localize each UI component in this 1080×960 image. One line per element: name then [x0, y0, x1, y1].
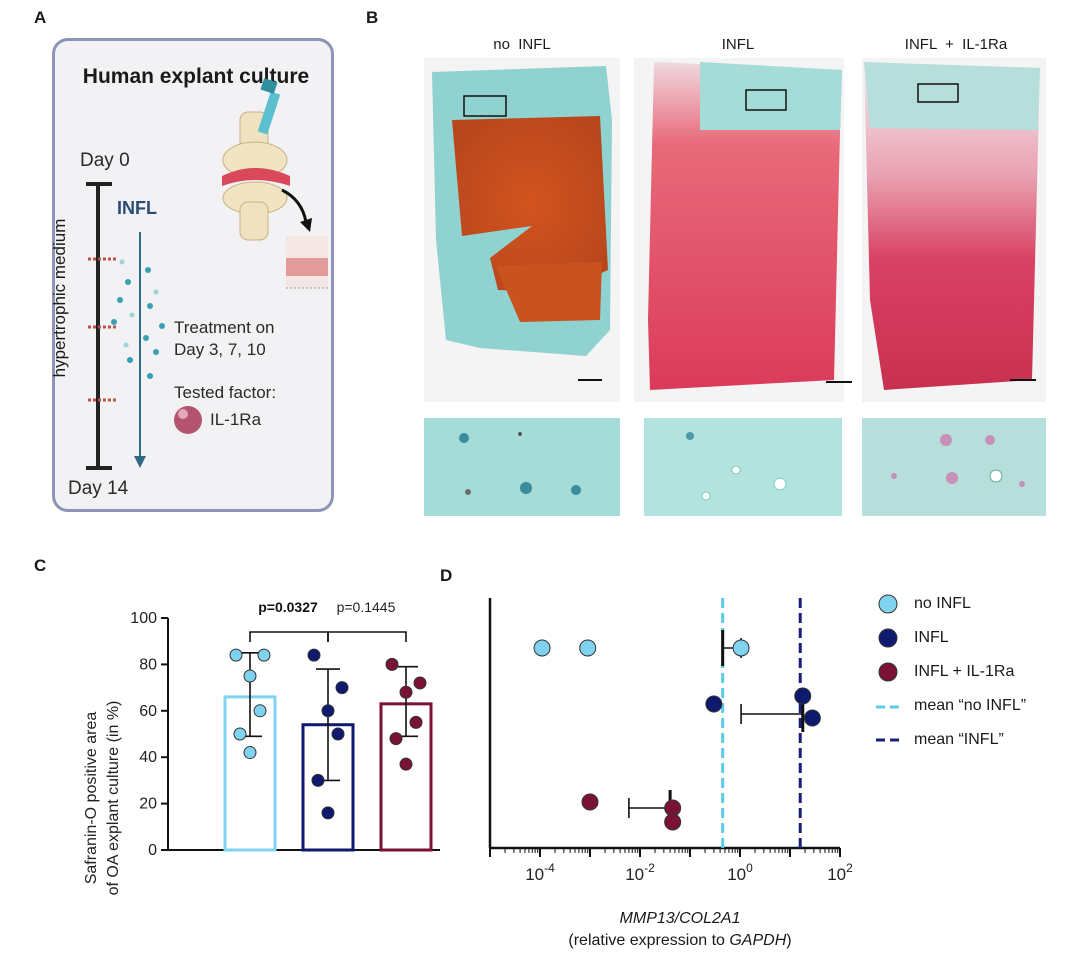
day14-label: Day 14: [68, 478, 129, 499]
c-ytick-label: 80: [139, 656, 157, 673]
scatter-chart-mmp13: 10-4 10-2 100 102: [488, 598, 853, 884]
legend-label-mean-no-infl: mean “no INFL”: [914, 697, 1027, 714]
knee-joint-icon: [222, 111, 290, 241]
c-data-point: [321, 806, 335, 820]
c-data-point: [413, 676, 427, 690]
legend-label-infl: INFL: [914, 629, 949, 646]
infl-label: INFL: [117, 198, 157, 218]
histology-infl: [634, 58, 852, 402]
c-data-point: [399, 757, 413, 771]
d-xtick-label: 102: [827, 861, 853, 884]
c-data-point: [335, 681, 349, 695]
d-xtick-label: 10-2: [625, 861, 655, 884]
c-data-point: [399, 685, 413, 699]
zoom-inset-infl-il1ra: [862, 418, 1046, 516]
c-sig-bracket-1: [249, 631, 329, 642]
tested-factor-label: Tested factor:: [174, 383, 277, 402]
d-data-point: [794, 687, 812, 705]
zoom-inset-no-infl: [424, 418, 620, 516]
c-ytick-label: 100: [130, 610, 157, 627]
d-data-point: [732, 639, 750, 657]
inset-box: [917, 83, 959, 103]
inset-box: [745, 89, 787, 111]
c-data-point: [257, 648, 271, 662]
panel-label-c: C: [34, 556, 47, 575]
c-sig-bracket-2: [327, 631, 407, 642]
day0-label: Day 0: [80, 150, 130, 171]
treatment-line2: Day 3, 7, 10: [174, 340, 266, 359]
c-pvalue-1: p=0.0327: [258, 599, 318, 615]
c-ytick-label: 40: [139, 749, 157, 766]
c-data-point: [311, 773, 325, 787]
d-data-point: [533, 639, 551, 657]
explant-culture-title: Human explant culture: [82, 65, 310, 88]
legend-marker-infl: [878, 628, 898, 648]
c-data-point: [243, 746, 257, 760]
c-data-point: [233, 727, 247, 741]
legend-marker-infl-il1ra: [878, 662, 898, 682]
d-data-point: [579, 639, 597, 657]
legend-label-no-infl: no INFL: [914, 595, 971, 612]
factor-name-label: IL-1Ra: [210, 410, 262, 429]
legend-d-markers: [876, 594, 902, 742]
column-title-no-infl: no INFL: [493, 36, 551, 53]
histology-images: [424, 58, 1046, 516]
c-pvalue-2: p=0.1445: [337, 599, 396, 615]
c-ytick-label: 60: [139, 703, 157, 720]
c-ytick-label: 0: [148, 842, 157, 859]
tissue-sample-icon: [286, 236, 328, 289]
c-ylabel-line2: of OA explant culture (in %): [105, 701, 122, 896]
c-data-point: [229, 648, 243, 662]
column-title-infl-il1ra: INFL + IL-1Ra: [904, 36, 1008, 53]
histology-no-infl: [424, 58, 620, 402]
c-ylabel-line1: Safranin-O positive area: [83, 712, 100, 885]
curved-arrow-icon: [281, 188, 308, 223]
inset-box: [463, 95, 507, 117]
legend-label-mean-infl: mean “INFL”: [914, 731, 1004, 748]
treatment-line1: Treatment on: [174, 318, 275, 337]
c-data-point: [253, 704, 267, 718]
legend-label-infl-il1ra: INFL + IL-1Ra: [914, 663, 1015, 680]
c-data-point: [243, 669, 257, 683]
cytokine-dots: [111, 259, 165, 379]
d-xlabel-line1: MMP13/COL2A1: [619, 910, 741, 927]
d-xtick-label: 10-4: [525, 861, 555, 884]
d-xtick-label: 100: [727, 861, 753, 884]
panel-label-b: B: [366, 8, 379, 27]
infl-arrow-head: [134, 456, 146, 468]
c-data-point: [385, 657, 399, 671]
c-data-point: [307, 648, 321, 662]
c-ytick-label: 20: [139, 796, 157, 813]
zoom-inset-infl: [644, 418, 842, 516]
d-data-point: [664, 813, 682, 831]
panel-label-d: D: [440, 566, 453, 585]
syringe-icon: [257, 78, 281, 135]
bar-chart-safranin: Safranin-O positive area of OA explant c…: [83, 599, 440, 896]
c-data-point: [409, 715, 423, 729]
column-title-infl: INFL: [721, 36, 755, 53]
d-data-point: [581, 793, 599, 811]
timeline-diagram: [86, 78, 328, 470]
histology-infl-il1ra: [862, 58, 1046, 402]
d-data-point: [803, 709, 821, 727]
c-data-point: [389, 732, 403, 746]
c-data-point: [321, 704, 335, 718]
d-xlabel-line2: (relative expression to GAPDH): [568, 932, 792, 949]
panel-label-a: A: [34, 8, 47, 27]
d-data-point: [705, 695, 723, 713]
c-data-point: [331, 727, 345, 741]
legend-marker-no-infl: [878, 594, 898, 614]
